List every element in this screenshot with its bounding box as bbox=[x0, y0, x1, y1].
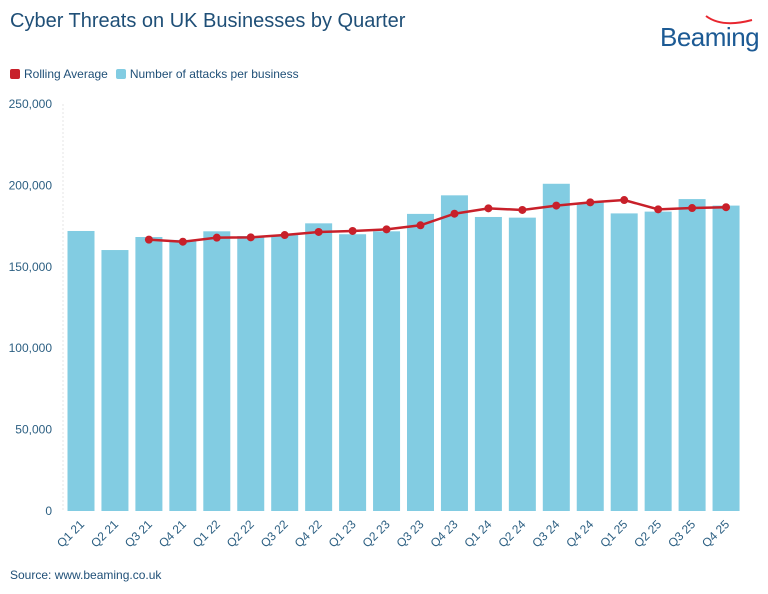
legend-swatch bbox=[115, 69, 126, 79]
x-tick-label: Q2 25 bbox=[631, 517, 664, 550]
bar bbox=[678, 199, 706, 511]
bar bbox=[644, 211, 672, 512]
bar bbox=[610, 213, 638, 511]
legend: Rolling Average Number of attacks per bu… bbox=[10, 67, 299, 81]
x-tick-label: Q3 24 bbox=[529, 517, 562, 550]
bar bbox=[407, 213, 434, 511]
rolling-average-point bbox=[314, 227, 323, 236]
bar bbox=[712, 205, 740, 511]
bar bbox=[101, 250, 129, 511]
rolling-average-point bbox=[246, 233, 255, 242]
rolling-average-point bbox=[280, 231, 289, 240]
rolling-average-point bbox=[484, 204, 493, 213]
y-tick-label: 50,000 bbox=[15, 423, 52, 437]
bar bbox=[440, 195, 468, 511]
rolling-average-point bbox=[552, 201, 561, 210]
legend-rolling-average[interactable]: Rolling Average bbox=[10, 67, 108, 81]
x-tick-label: Q1 25 bbox=[597, 517, 630, 550]
bar bbox=[203, 231, 231, 511]
rolling-average-line bbox=[148, 198, 727, 243]
x-tick-label: Q3 23 bbox=[394, 517, 427, 550]
y-tick-label: 150,000 bbox=[9, 260, 53, 274]
bar bbox=[135, 237, 163, 511]
rolling-average-point bbox=[450, 209, 459, 218]
bar bbox=[508, 217, 536, 511]
chart-title: Cyber Threats on UK Businesses by Quarte… bbox=[10, 10, 406, 32]
rolling-average-point bbox=[416, 221, 425, 230]
rolling-average-point bbox=[722, 203, 731, 212]
y-tick-label: 200,000 bbox=[9, 178, 53, 192]
rolling-average-point bbox=[654, 205, 663, 214]
rolling-average-point bbox=[178, 237, 187, 246]
rolling-average-point bbox=[348, 226, 357, 235]
bar bbox=[67, 230, 95, 511]
bar bbox=[271, 235, 299, 511]
rolling-average-point bbox=[212, 233, 221, 242]
legend-label: Number of attacks per business bbox=[129, 67, 299, 81]
y-tick-label: 100,000 bbox=[9, 341, 53, 355]
x-tick-label: Q1 24 bbox=[461, 517, 494, 550]
legend-attacks[interactable]: Number of attacks per business bbox=[115, 67, 299, 81]
rolling-average-point bbox=[518, 205, 527, 214]
rolling-average-point bbox=[144, 235, 153, 244]
bar bbox=[576, 202, 604, 511]
bar bbox=[474, 216, 502, 511]
x-tick-label: Q1 23 bbox=[326, 517, 359, 550]
x-tick-label: Q3 21 bbox=[122, 517, 155, 550]
x-tick-label: Q3 25 bbox=[665, 517, 698, 550]
x-tick-label: Q1 21 bbox=[54, 517, 87, 550]
x-tick-label: Q1 22 bbox=[190, 517, 223, 550]
x-tick-label: Q4 21 bbox=[156, 517, 189, 550]
rolling-average-point bbox=[382, 225, 391, 234]
x-tick-label: Q2 24 bbox=[495, 517, 528, 550]
bar bbox=[237, 236, 265, 511]
bar bbox=[542, 183, 570, 511]
y-tick-label: 0 bbox=[45, 504, 52, 518]
x-tick-label: Q2 21 bbox=[88, 517, 121, 550]
source-note: Source: www.beaming.co.uk bbox=[10, 568, 162, 582]
legend-label: Rolling Average bbox=[24, 67, 108, 81]
bar bbox=[305, 223, 333, 511]
beaming-logo: Beaming bbox=[660, 14, 760, 54]
x-tick-label: Q2 23 bbox=[360, 517, 393, 550]
rolling-average-point bbox=[586, 198, 595, 207]
x-tick-label: Q4 23 bbox=[428, 517, 461, 550]
y-tick-label: 250,000 bbox=[9, 97, 53, 111]
rolling-average-point bbox=[688, 204, 697, 213]
x-tick-label: Q3 22 bbox=[258, 517, 291, 550]
bar bbox=[169, 239, 197, 512]
x-tick-label: Q4 25 bbox=[699, 517, 732, 550]
rolling-average-point bbox=[620, 196, 629, 205]
x-tick-label: Q4 22 bbox=[292, 517, 325, 550]
logo-swoosh bbox=[705, 15, 753, 25]
x-tick-label: Q2 22 bbox=[224, 517, 257, 550]
bar bbox=[373, 231, 401, 511]
legend-swatch bbox=[10, 69, 20, 79]
bar bbox=[339, 234, 367, 512]
logo-text: Beaming bbox=[660, 22, 760, 52]
x-tick-label: Q4 24 bbox=[563, 517, 596, 550]
